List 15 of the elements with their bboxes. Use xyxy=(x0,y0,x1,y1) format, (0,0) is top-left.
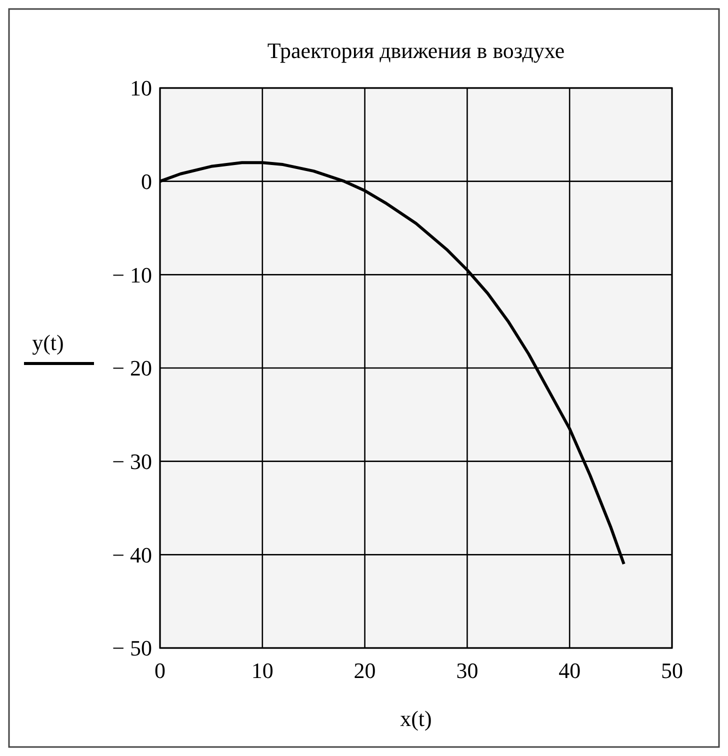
x-tick-label: 10 xyxy=(251,658,274,683)
x-axis-title: x(t) xyxy=(400,706,432,731)
y-axis-title: y(t) xyxy=(32,330,64,355)
chart-title: Траектория движения в воздухе xyxy=(267,38,565,63)
y-tick-label: − 40 xyxy=(112,542,152,568)
y-tick-label: 10 xyxy=(130,76,152,101)
x-tick-label: 50 xyxy=(661,658,683,683)
y-tick-label: − 50 xyxy=(112,636,152,661)
x-tick-label: 40 xyxy=(558,658,581,683)
y-tick-label: − 20 xyxy=(112,356,152,381)
x-tick-label: 20 xyxy=(354,658,376,683)
y-tick-label: − 30 xyxy=(112,449,152,474)
x-tick-label: 30 xyxy=(456,658,478,683)
y-tick-label: − 10 xyxy=(112,262,152,288)
y-tick-label: 0 xyxy=(141,169,152,194)
